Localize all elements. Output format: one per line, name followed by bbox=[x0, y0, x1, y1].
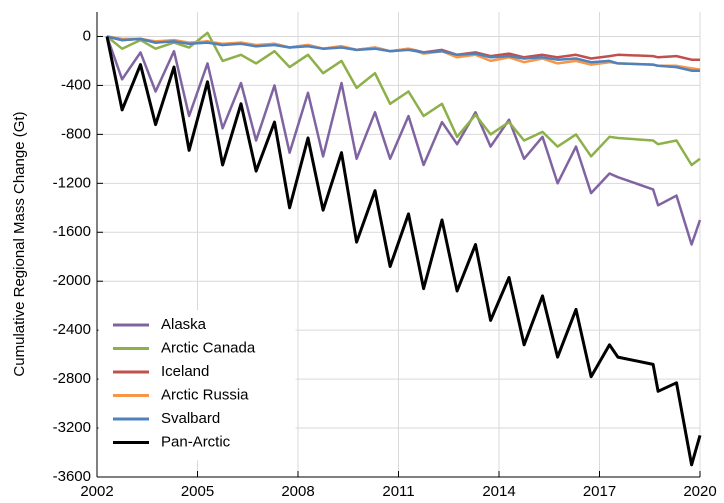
y-tick-label: -1600 bbox=[53, 223, 91, 240]
x-tick-label: 2011 bbox=[382, 483, 414, 500]
x-tick-label: 2017 bbox=[583, 483, 616, 500]
series-line bbox=[106, 35, 700, 61]
series-line bbox=[105, 36, 702, 246]
y-tick-label: -3600 bbox=[53, 468, 91, 485]
legend-label: Pan-Arctic bbox=[161, 433, 231, 450]
legend-label: Iceland bbox=[161, 363, 209, 380]
y-tick-label: -1200 bbox=[53, 174, 91, 191]
x-tick-label: 2005 bbox=[181, 483, 214, 500]
y-tick-label: -2000 bbox=[53, 272, 91, 289]
legend-label: Svalbard bbox=[161, 410, 220, 427]
y-tick-label: -2400 bbox=[53, 321, 91, 338]
y-tick-label: -2800 bbox=[53, 370, 91, 387]
x-tick-label: 2002 bbox=[80, 483, 113, 500]
y-tick-label: 0 bbox=[83, 27, 91, 44]
y-axis-label: Cumulative Regional Mass Change (Gt) bbox=[11, 111, 28, 376]
legend-box bbox=[98, 310, 296, 461]
x-tick-label: 2014 bbox=[482, 483, 515, 500]
y-tick-label: -3200 bbox=[53, 419, 91, 436]
series-line bbox=[105, 36, 702, 467]
legend-label: Arctic Canada bbox=[161, 339, 256, 356]
y-tick-label: -800 bbox=[61, 125, 91, 142]
series-line bbox=[106, 35, 701, 71]
series-line bbox=[106, 35, 700, 72]
legend-label: Alaska bbox=[161, 316, 207, 333]
x-tick-label: 2020 bbox=[683, 483, 716, 500]
legend-label: Arctic Russia bbox=[161, 386, 249, 403]
series-line bbox=[106, 31, 701, 167]
y-tick-label: -400 bbox=[61, 76, 91, 93]
x-tick-label: 2008 bbox=[281, 483, 314, 500]
legend: Alaska Arctic Canada Iceland Arctic Russia S… bbox=[98, 310, 296, 461]
